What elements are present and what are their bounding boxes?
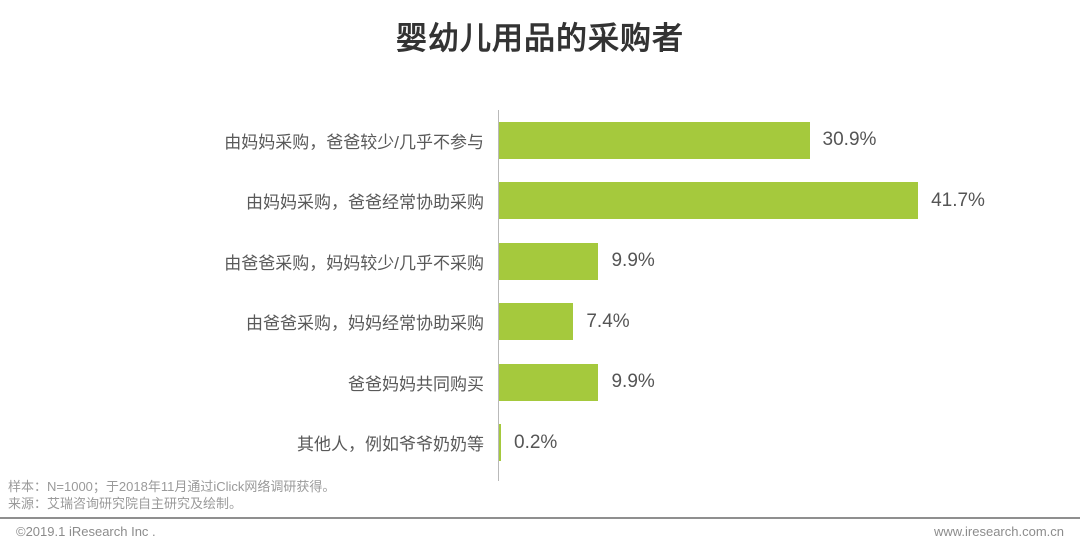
axis-baseline-tail xyxy=(498,473,1064,481)
footnotes: 样本：N=1000；于2018年11月通过iClick网络调研获得。 来源：艾瑞… xyxy=(8,478,335,512)
footnote-sample: 样本：N=1000；于2018年11月通过iClick网络调研获得。 xyxy=(8,479,336,494)
bar-zone: 0.2% xyxy=(498,412,1064,473)
chart-row: 爸爸妈妈共同购买 9.9% xyxy=(30,352,1064,413)
website-link[interactable]: www.iresearch.com.cn xyxy=(933,524,1064,539)
chart-row: 由妈妈采购，爸爸较少/几乎不参与 30.9% xyxy=(30,110,1064,171)
category-label: 由妈妈采购，爸爸经常协助采购 xyxy=(246,193,484,213)
footer-bar: ©2019.1 iResearch Inc . www.iresearch.co… xyxy=(0,524,1080,539)
bar-value-label: 41.7% xyxy=(931,189,985,211)
bar-value-label: 0.2% xyxy=(514,431,558,453)
bar xyxy=(499,363,599,401)
bar-value-label: 30.9% xyxy=(822,129,877,151)
chart-title: 婴幼儿用品的采购者 xyxy=(396,21,684,56)
bar xyxy=(499,121,810,159)
category-label: 其他人，例如爷爷奶奶等 xyxy=(297,435,484,455)
category-label: 由爸爸采购，妈妈经常协助采购 xyxy=(246,314,484,334)
chart-row: 由爸爸采购，妈妈较少/几乎不采购 9.9% xyxy=(30,231,1064,292)
bar-zone: 9.9% xyxy=(498,352,1064,413)
bar xyxy=(499,424,501,462)
bar-zone: 30.9% xyxy=(498,110,1064,171)
bar-chart: 由妈妈采购，爸爸较少/几乎不参与 30.9% 由妈妈采购，爸爸经常协助采购 41.7%… xyxy=(30,110,1064,481)
chart-row: 其他人，例如爷爷奶奶等 0.2% xyxy=(30,412,1064,473)
bar-value-label: 9.9% xyxy=(611,371,655,393)
bar xyxy=(499,182,919,220)
bar-zone: 9.9% xyxy=(498,231,1064,292)
chart-row: 由妈妈采购，爸爸经常协助采购 41.7% xyxy=(30,170,1064,231)
footer-divider xyxy=(0,517,1080,519)
bar-zone: 7.4% xyxy=(498,291,1064,352)
bar xyxy=(499,303,574,341)
bar xyxy=(499,242,599,280)
category-label: 由爸爸采购，妈妈较少/几乎不采购 xyxy=(224,253,484,273)
chart-rows: 由妈妈采购，爸爸较少/几乎不参与 30.9% 由妈妈采购，爸爸经常协助采购 41.7%… xyxy=(30,110,1064,473)
copyright-text: ©2019.1 iResearch Inc . xyxy=(16,524,156,539)
bar-zone: 41.7% xyxy=(498,170,1064,231)
category-label: 由妈妈采购，爸爸较少/几乎不参与 xyxy=(224,132,484,152)
bar-value-label: 9.9% xyxy=(611,250,655,272)
category-label: 爸爸妈妈共同购买 xyxy=(348,374,484,394)
footnote-source: 来源：艾瑞咨询研究院自主研究及绘制。 xyxy=(8,496,243,511)
chart-row: 由爸爸采购，妈妈经常协助采购 7.4% xyxy=(30,291,1064,352)
bar-value-label: 7.4% xyxy=(586,310,630,332)
